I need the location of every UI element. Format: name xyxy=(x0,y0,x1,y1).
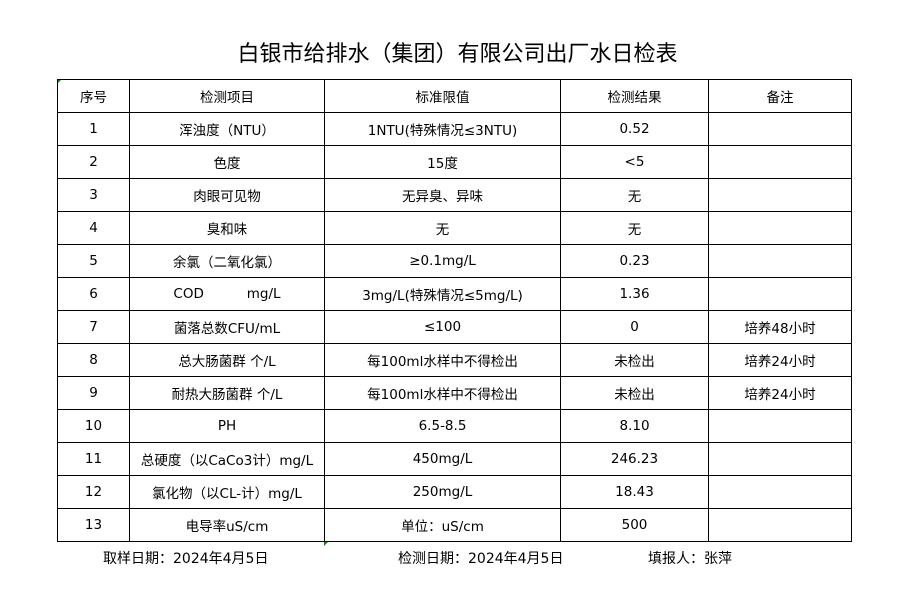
table-cell: 500 xyxy=(560,508,709,542)
table-cell: 无 xyxy=(324,211,561,245)
table-cell: ≤100 xyxy=(324,310,561,344)
table-cell: 肉眼可见物 xyxy=(129,178,325,212)
test-date: 检测日期：2024年4月5日 xyxy=(398,551,564,567)
table-cell: 10 xyxy=(57,409,130,443)
table-cell: 246.23 xyxy=(560,442,709,476)
sampling-date: 取样日期：2024年4月5日 xyxy=(103,551,269,567)
table-cell: 0.52 xyxy=(560,112,709,146)
table-cell: 电导率uS/cm xyxy=(129,508,325,542)
table-cell: 余氯（二氧化氯） xyxy=(129,244,325,278)
table-cell xyxy=(708,112,852,146)
table-cell: 备注 xyxy=(708,79,852,113)
table-row: 8 总大肠菌群 个/L 每100ml水样中不得检出 未检出 培养24小时 xyxy=(57,343,852,377)
table-row: 12 氯化物（以CL-计）mg/L 250mg/L 18.43 xyxy=(57,475,852,509)
table-cell: 无异臭、异味 xyxy=(324,178,561,212)
table-cell: 12 xyxy=(57,475,130,509)
table-cell: 检测结果 xyxy=(560,79,709,113)
table-cell xyxy=(708,409,852,443)
table-cell: 色度 xyxy=(129,145,325,179)
table-cell: 9 xyxy=(57,376,130,410)
table-row: 7 菌落总数CFU/mL ≤100 0 培养48小时 xyxy=(57,310,852,344)
table-cell: 总硬度（以CaCo3计）mg/L xyxy=(129,442,325,476)
table-cell: 18.43 xyxy=(560,475,709,509)
table-cell: 无 xyxy=(560,178,709,212)
table-cell: 7 xyxy=(57,310,130,344)
table-row: 13 电导率uS/cm 单位：uS/cm 500 xyxy=(57,508,852,542)
table-row: 4 臭和味无无 xyxy=(57,211,852,245)
table-cell: 3 xyxy=(57,178,130,212)
table-cell: 培养24小时 xyxy=(708,343,852,377)
table-cell: 11 xyxy=(57,442,130,476)
table-cell: 5 xyxy=(57,244,130,278)
table-cell xyxy=(708,211,852,245)
table-cell: 无 xyxy=(560,211,709,245)
table-cell: PH xyxy=(129,409,325,443)
table-cell xyxy=(708,475,852,509)
table-header-row: 序号 检测项目 标准限值 检测结果 备注 xyxy=(57,79,852,113)
table-row: 10 PH 6.5-8.5 8.10 xyxy=(57,409,852,443)
table-cell: 培养48小时 xyxy=(708,310,852,344)
table-cell: 15度 xyxy=(324,145,561,179)
table-cell: 氯化物（以CL-计）mg/L xyxy=(129,475,325,509)
table-cell: 6 xyxy=(57,277,130,311)
table-cell: 1 xyxy=(57,112,130,146)
table-cell xyxy=(708,145,852,179)
table-cell: 8.10 xyxy=(560,409,709,443)
table-row: 3 肉眼可见物 无异臭、异味无 xyxy=(57,178,852,212)
table-cell: 1.36 xyxy=(560,277,709,311)
table-cell: 2 xyxy=(57,145,130,179)
table-cell: 250mg/L xyxy=(324,475,561,509)
table-cell: 臭和味 xyxy=(129,211,325,245)
table-cell: 每100ml水样中不得检出 xyxy=(324,343,561,377)
table-cell: 6.5-8.5 xyxy=(324,409,561,443)
table-row: 1 浑浊度（NTU） 1NTU(特殊情况≤3NTU) 0.52 xyxy=(57,112,852,146)
reporter: 填报人：张萍 xyxy=(648,551,732,567)
table-cell: 耐热大肠菌群 个/L xyxy=(129,376,325,410)
table-cell: 未检出 xyxy=(560,376,709,410)
table-cell xyxy=(708,442,852,476)
table-cell: 13 xyxy=(57,508,130,542)
table-cell: 序号 xyxy=(57,79,130,113)
table-cell: 每100ml水样中不得检出 xyxy=(324,376,561,410)
table-cell: 培养24小时 xyxy=(708,376,852,410)
cell-marker-icon xyxy=(324,541,329,546)
inspection-table: 序号 检测项目 标准限值 检测结果 备注 1 浑浊度（NTU） 1NTU(特殊情况≤3NTU)… xyxy=(57,79,852,542)
table-cell: 450mg/L xyxy=(324,442,561,476)
page-title: 白银市给排水（集团）有限公司出厂水日检表 xyxy=(237,42,678,67)
table-cell: 总大肠菌群 个/L xyxy=(129,343,325,377)
table-cell: 检测项目 xyxy=(129,79,325,113)
table-cell: 4 xyxy=(57,211,130,245)
table-cell xyxy=(708,178,852,212)
table-cell: 单位：uS/cm xyxy=(324,508,561,542)
table-row: 9 耐热大肠菌群 个/L 每100ml水样中不得检出 未检出 培养24小时 xyxy=(57,376,852,410)
table-cell: 3mg/L(特殊情况≤5mg/L) xyxy=(324,277,561,311)
table-cell: <5 xyxy=(560,145,709,179)
table-cell: ≥0.1mg/L xyxy=(324,244,561,278)
table-cell: 未检出 xyxy=(560,343,709,377)
table-row: 11 总硬度（以CaCo3计）mg/L 450mg/L 246.23 xyxy=(57,442,852,476)
table-cell: 标准限值 xyxy=(324,79,561,113)
table-cell: 1NTU(特殊情况≤3NTU) xyxy=(324,112,561,146)
table-cell xyxy=(708,508,852,542)
table-cell xyxy=(708,277,852,311)
table-row: 5 余氯（二氧化氯） ≥0.1mg/L 0.23 xyxy=(57,244,852,278)
table-cell: 浑浊度（NTU） xyxy=(129,112,325,146)
table-cell: 菌落总数CFU/mL xyxy=(129,310,325,344)
table-cell: COD mg/L xyxy=(129,277,325,311)
table-row: 6 COD mg/L 3mg/L(特殊情况≤5mg/L) 1.36 xyxy=(57,277,852,311)
table-cell: 0 xyxy=(560,310,709,344)
table-cell xyxy=(708,244,852,278)
table-cell: 8 xyxy=(57,343,130,377)
table-cell: 0.23 xyxy=(560,244,709,278)
table-row: 2 色度 15度 <5 xyxy=(57,145,852,179)
